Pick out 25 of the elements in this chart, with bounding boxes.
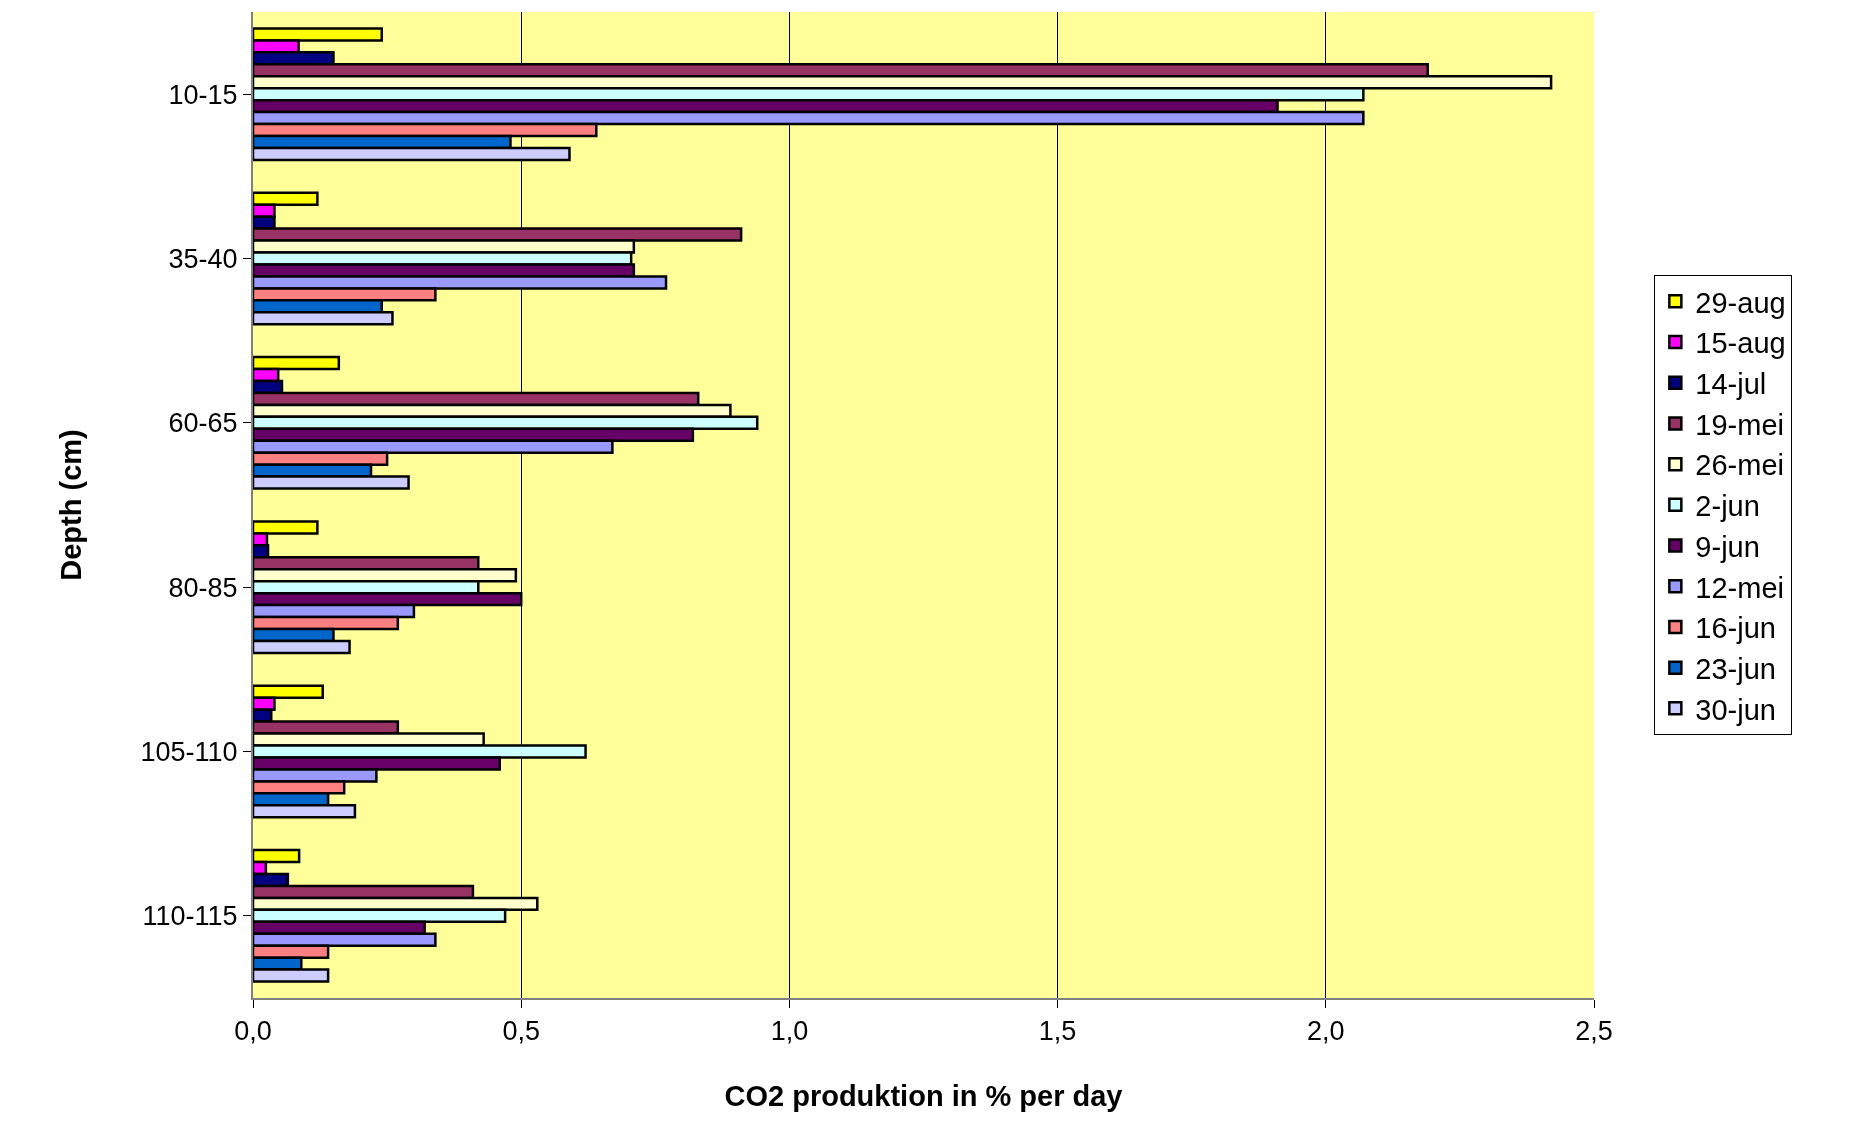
x-tick-label: 1,5 <box>1038 1016 1077 1047</box>
x-tick-label: 1,0 <box>770 1016 809 1047</box>
legend-label: 29-aug <box>1695 286 1786 319</box>
legend-label: 23-jun <box>1695 652 1776 685</box>
legend-label: 30-jun <box>1695 693 1776 726</box>
y-tick-label: 80-85 <box>168 572 238 603</box>
x-tick-label: 0,0 <box>234 1016 272 1047</box>
legend-label: 19-mei <box>1695 408 1784 441</box>
y-tick-label: 105-110 <box>140 736 238 767</box>
y-axis-title: Depth (cm) <box>55 429 88 581</box>
y-tick-label: 60-65 <box>168 408 238 439</box>
y-tick-label: 35-40 <box>168 243 238 274</box>
legend-label: 12-mei <box>1695 571 1784 604</box>
x-axis-title: CO2 produktion in % per day <box>724 1079 1123 1112</box>
legend-label: 2-jun <box>1695 490 1760 523</box>
legend-label: 14-jul <box>1695 368 1767 401</box>
legend-label: 26-mei <box>1695 449 1784 482</box>
x-tick-label: 2,0 <box>1307 1016 1345 1047</box>
x-tick-label: 2,5 <box>1575 1016 1613 1047</box>
legend-label: 15-aug <box>1695 327 1786 360</box>
legend-label: 16-jun <box>1695 612 1776 645</box>
x-tick-label: 0,5 <box>502 1016 540 1047</box>
y-tick-label: 110-115 <box>142 901 238 932</box>
legend-label: 9-jun <box>1695 530 1760 563</box>
y-tick-label: 10-15 <box>168 79 238 110</box>
